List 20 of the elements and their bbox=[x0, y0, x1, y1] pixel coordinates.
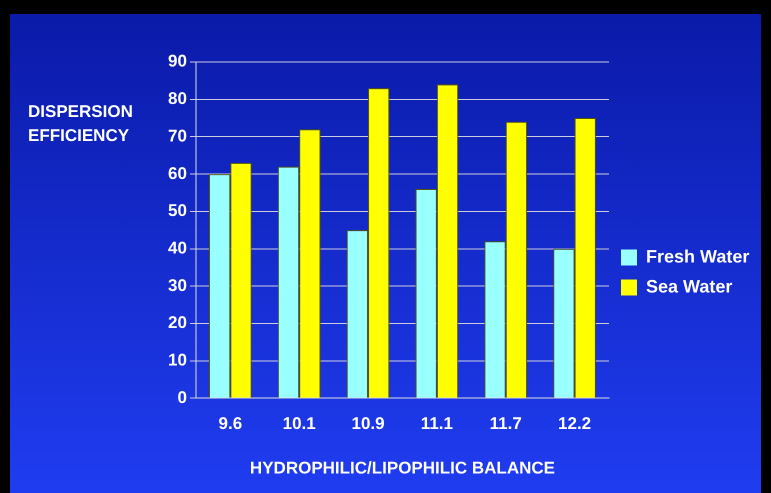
y-tick-label: 90 bbox=[168, 52, 187, 71]
y-tick-label: 80 bbox=[168, 89, 187, 108]
legend-label: Sea Water bbox=[646, 276, 732, 296]
x-tick-label: 11.7 bbox=[490, 414, 522, 434]
x-tick-label: 12.2 bbox=[558, 414, 592, 434]
y-tick-label: 20 bbox=[168, 313, 187, 332]
y-tick-label: 40 bbox=[168, 238, 187, 258]
y-tick-label: 60 bbox=[168, 164, 187, 183]
y-tick-label: 70 bbox=[168, 126, 187, 146]
legend-label: Fresh Water bbox=[646, 246, 750, 266]
x-tick-label: 10.9 bbox=[351, 414, 385, 434]
x-axis-title: HYDROPHILIC/LIPOPHILIC BALANCE bbox=[250, 458, 555, 478]
y-tick-label: 0 bbox=[177, 388, 187, 407]
y-tick-label: 30 bbox=[168, 276, 187, 295]
y-axis-title: DISPERSION EFFICIENCY bbox=[28, 101, 134, 147]
x-tick-label: 9.6 bbox=[218, 414, 242, 434]
x-tick-label: 10.1 bbox=[282, 414, 316, 434]
y-tick-label: 10 bbox=[168, 350, 187, 370]
y-tick-label: 50 bbox=[168, 201, 187, 220]
x-tick-label: 11.1 bbox=[420, 414, 453, 434]
